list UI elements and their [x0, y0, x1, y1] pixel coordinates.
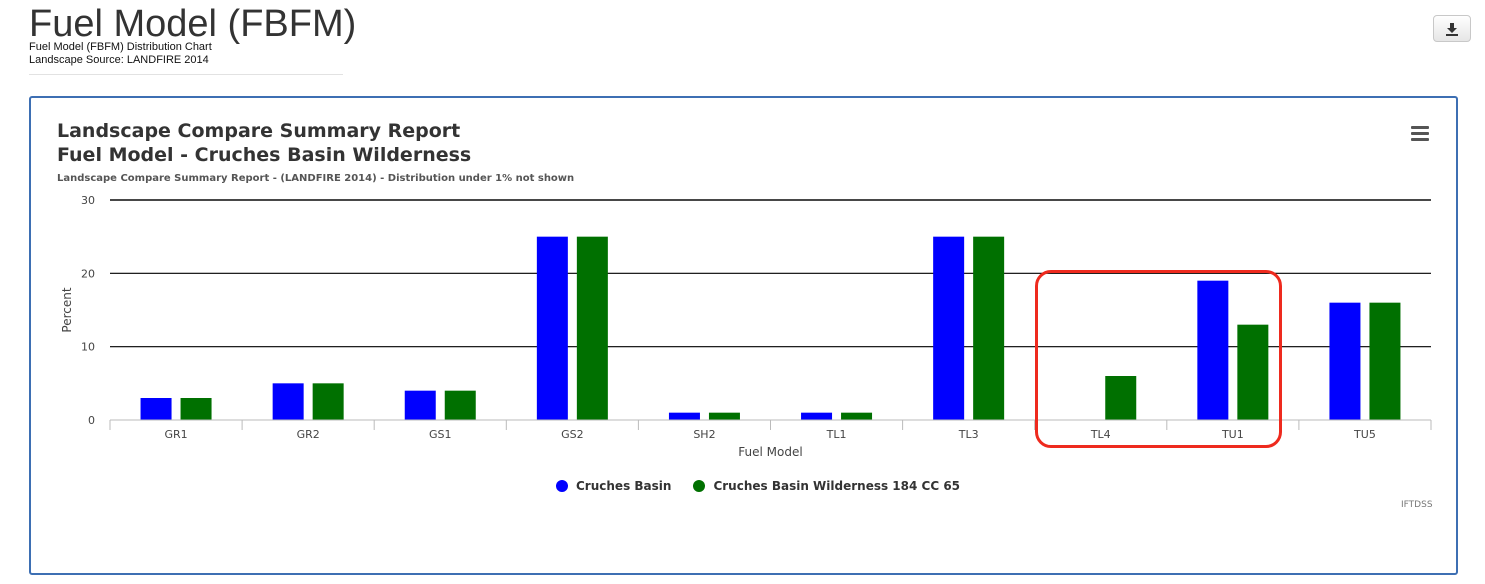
page-title: Fuel Model (FBFM): [29, 3, 357, 45]
bar-series-2-tl4[interactable]: [1105, 376, 1137, 420]
legend-marker-series-2: [693, 480, 706, 492]
y-axis-title: Percent: [60, 287, 74, 332]
x-tick-label: TL4: [1090, 428, 1111, 441]
legend-marker-series-1: [556, 480, 568, 492]
chart-credits[interactable]: IFTDSS: [1401, 500, 1433, 510]
legend-item-series-2[interactable]: Cruches Basin Wilderness 184 CC 65: [693, 479, 960, 493]
page-subtitle-chart: Fuel Model (FBFM) Distribution Chart: [29, 41, 212, 53]
title-divider: [29, 74, 343, 75]
bar-series-2-gs1[interactable]: [444, 390, 476, 420]
bar-series-2-tl1[interactable]: [841, 412, 873, 420]
bar-series-1-gs2[interactable]: [536, 236, 568, 420]
x-tick-label: GS1: [429, 428, 452, 441]
x-tick-label: GR1: [164, 428, 187, 441]
x-tick-label: TU1: [1221, 428, 1244, 441]
bar-series-2-gr1[interactable]: [180, 398, 212, 420]
x-tick-label: TL1: [826, 428, 847, 441]
chart-menu-button[interactable]: [1410, 126, 1430, 144]
chart-subtitle: Landscape Compare Summary Report - (LAND…: [57, 173, 575, 184]
bar-series-1-tl1[interactable]: [801, 412, 833, 420]
bar-series-1-gs1[interactable]: [404, 390, 436, 420]
x-tick-label: GR2: [297, 428, 320, 441]
y-tick-label: 30: [81, 194, 95, 207]
hamburger-menu-icon: [1411, 126, 1429, 129]
x-tick-label: SH2: [693, 428, 715, 441]
bar-series-2-tl3[interactable]: [973, 236, 1005, 420]
highlight-annotation-box: [1035, 270, 1282, 448]
download-button[interactable]: [1433, 15, 1471, 42]
bar-series-1-tl3[interactable]: [933, 236, 965, 420]
chart-title-line-1: Landscape Compare Summary Report: [57, 120, 461, 142]
bar-series-2-gr2[interactable]: [312, 383, 344, 420]
page-subtitle-source: Landscape Source: LANDFIRE 2014: [29, 54, 209, 66]
bar-series-1-gr2[interactable]: [272, 383, 304, 420]
chart-title-line-2: Fuel Model - Cruches Basin Wilderness: [57, 144, 472, 166]
x-tick-label: TL3: [958, 428, 979, 441]
y-tick-label: 0: [88, 414, 95, 427]
bar-series-2-tu5[interactable]: [1369, 302, 1401, 420]
bar-series-2-gs2[interactable]: [576, 236, 608, 420]
bar-series-1-gr1[interactable]: [140, 398, 172, 420]
bar-series-2-tu1[interactable]: [1237, 324, 1269, 420]
x-tick-label: GS2: [561, 428, 584, 441]
download-icon: [1446, 22, 1458, 36]
legend-label-series-2: Cruches Basin Wilderness 184 CC 65: [713, 479, 961, 493]
y-tick-label: 10: [81, 341, 95, 354]
x-axis-title: Fuel Model: [738, 445, 802, 459]
bar-series-1-tu5[interactable]: [1329, 302, 1361, 420]
bar-series-1-sh2[interactable]: [668, 412, 700, 420]
bar-series-1-tu1[interactable]: [1197, 280, 1229, 420]
x-tick-label: TU5: [1353, 428, 1376, 441]
chart-legend: Cruches Basin Cruches Basin Wilderness 1…: [556, 478, 982, 494]
legend-item-series-1[interactable]: Cruches Basin: [556, 479, 671, 493]
legend-label-series-1: Cruches Basin: [576, 479, 672, 493]
bar-series-2-sh2[interactable]: [708, 412, 740, 420]
y-tick-label: 20: [81, 267, 95, 280]
